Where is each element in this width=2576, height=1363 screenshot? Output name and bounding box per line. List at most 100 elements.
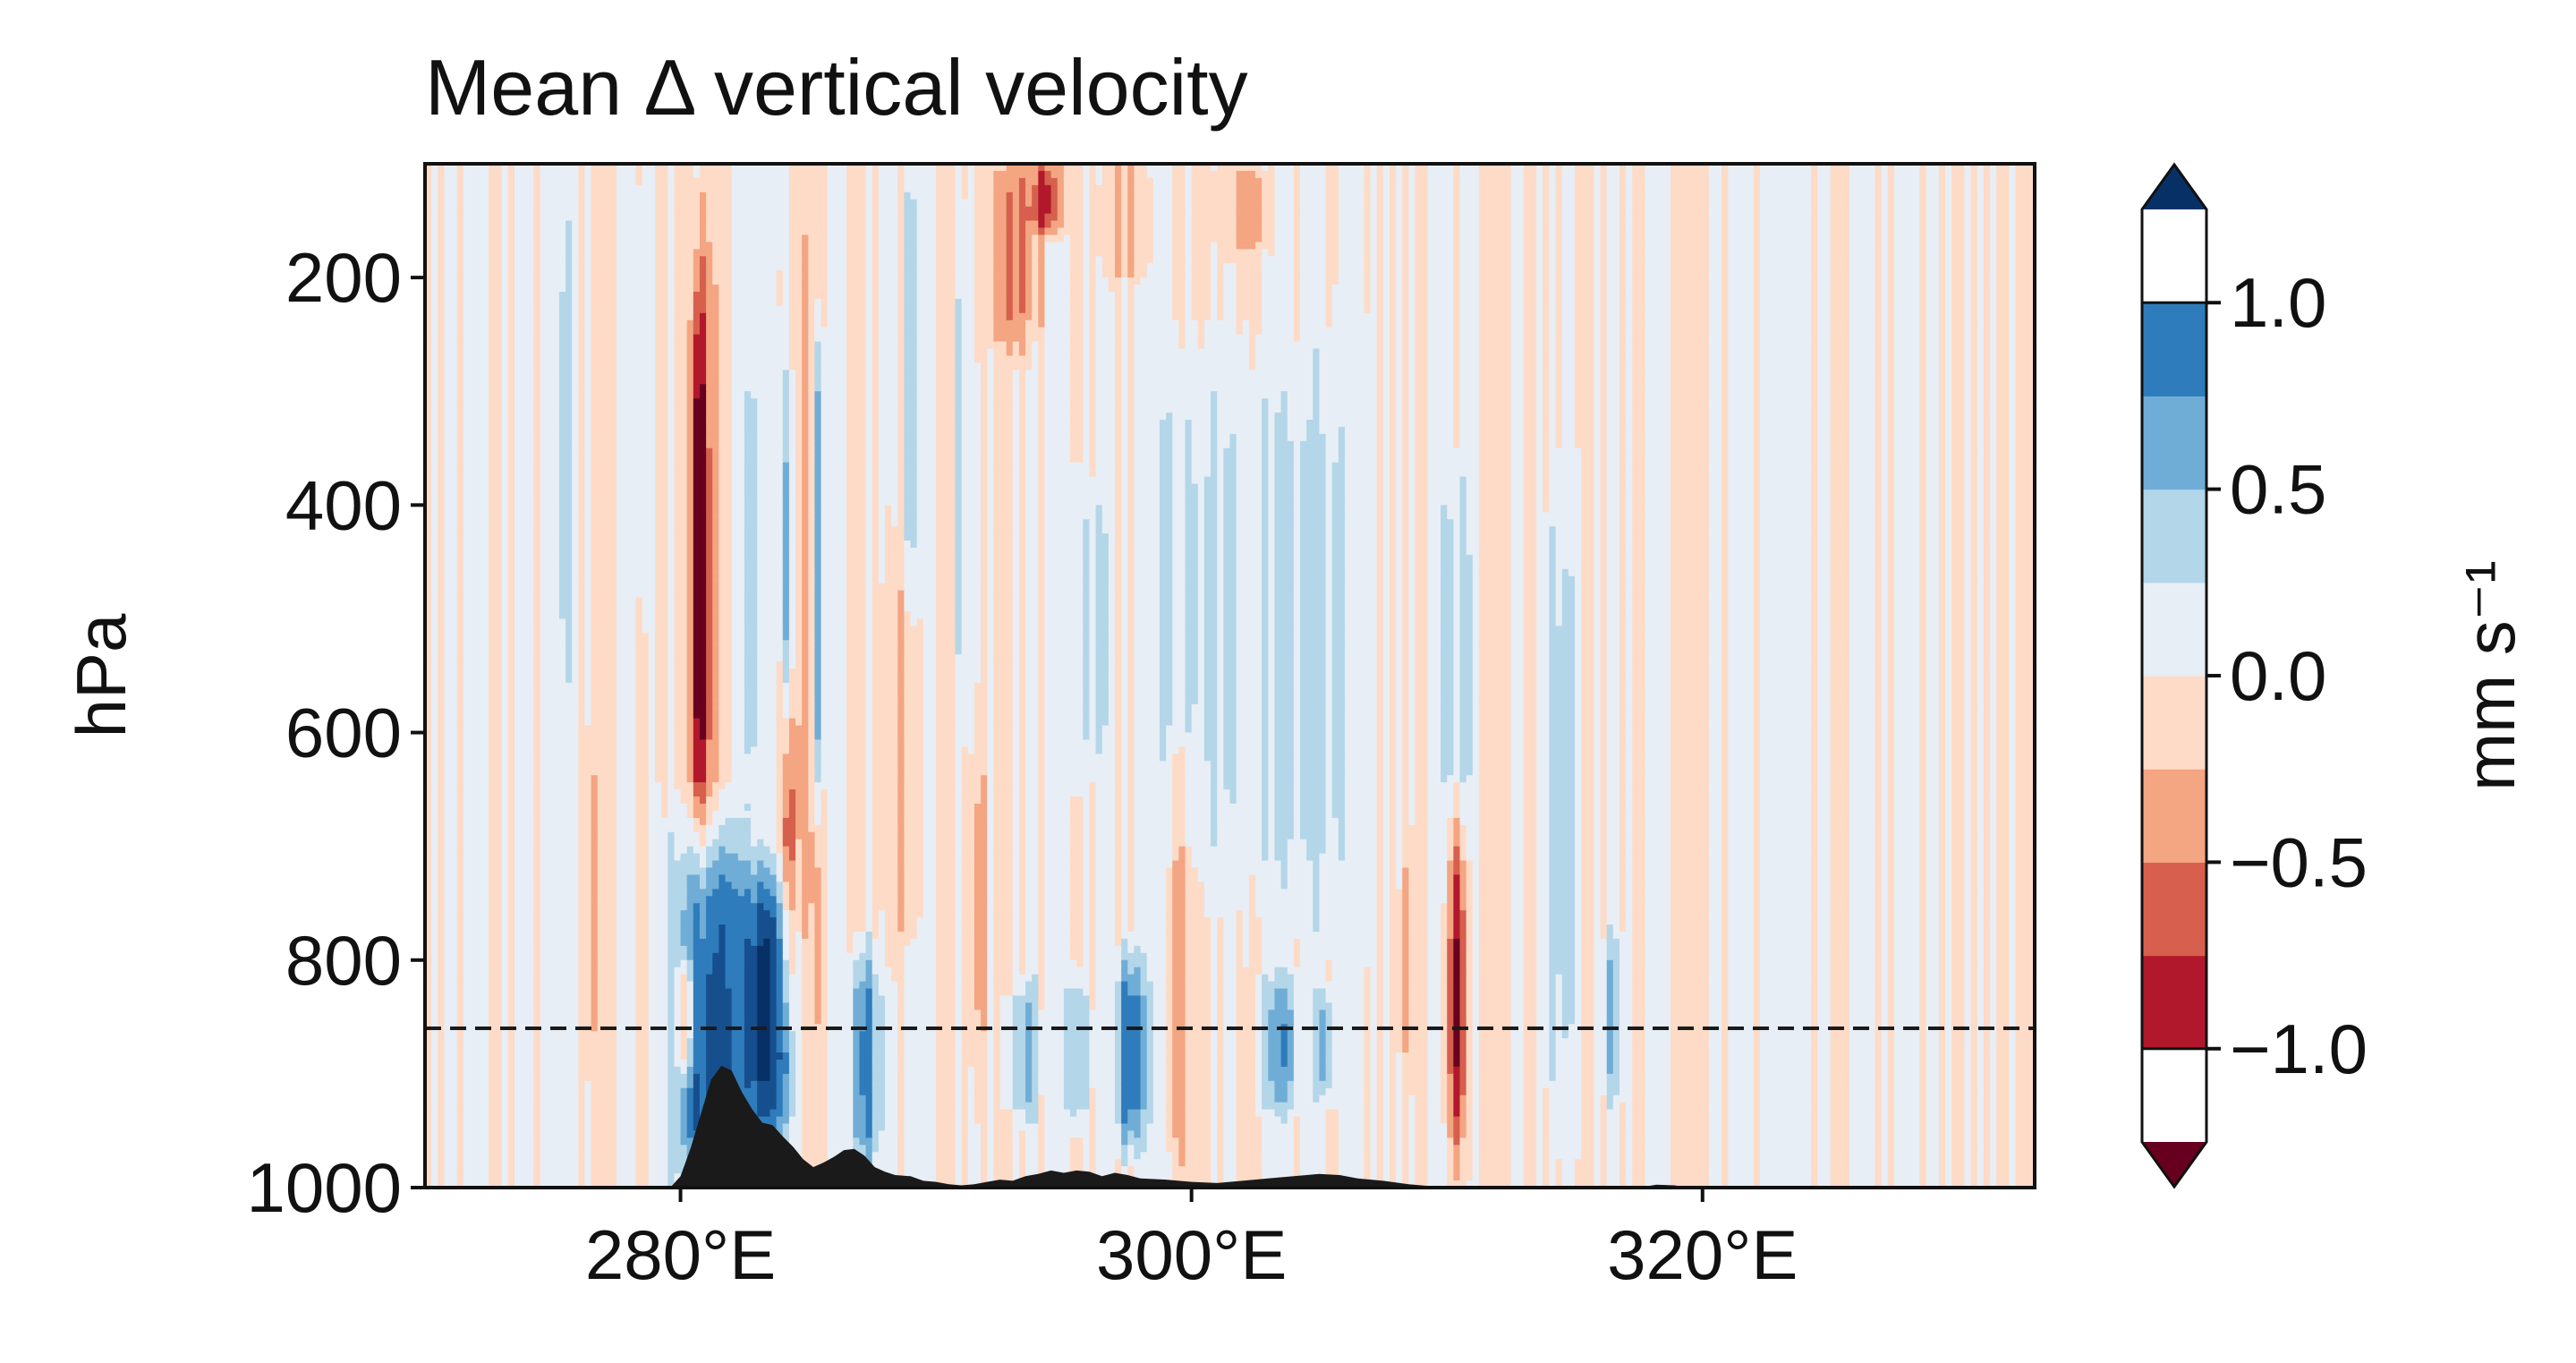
- heatmap-cell: [1594, 171, 1601, 179]
- heatmap-cell: [1288, 171, 1295, 179]
- heatmap-cell: [1575, 178, 1582, 186]
- heatmap-cell: [783, 178, 790, 186]
- heatmap-cell: [1907, 171, 1914, 179]
- heatmap-cell: [1741, 171, 1748, 179]
- heatmap-cell: [1754, 171, 1761, 179]
- heatmap-cell: [681, 192, 688, 200]
- heatmap-cell: [681, 171, 688, 179]
- heatmap-cell: [1051, 192, 1058, 200]
- heatmap-cell: [891, 178, 898, 186]
- heatmap-cell: [1434, 192, 1441, 200]
- heatmap-cell: [1888, 178, 1895, 186]
- heatmap-cell: [1760, 185, 1767, 193]
- heatmap-cell: [1868, 171, 1875, 179]
- heatmap-cell: [1817, 192, 1824, 200]
- heatmap-cell: [1428, 171, 1435, 179]
- heatmap-cell: [1709, 185, 1716, 193]
- heatmap-cell: [661, 178, 668, 186]
- heatmap-cell: [502, 171, 509, 179]
- heatmap-cell: [1779, 171, 1786, 179]
- heatmap-cell: [1390, 192, 1397, 200]
- heatmap-cell: [1837, 185, 1844, 193]
- heatmap-cell: [1115, 192, 1122, 200]
- heatmap-cell: [451, 192, 458, 200]
- heatmap-cell: [1198, 185, 1205, 193]
- heatmap-cell: [1064, 178, 1071, 186]
- heatmap-cell: [718, 185, 726, 193]
- heatmap-cell: [1856, 178, 1863, 186]
- heatmap-cell: [1951, 192, 1959, 200]
- heatmap-cell: [1601, 171, 1608, 179]
- heatmap-cell: [1383, 178, 1390, 186]
- heatmap-cell: [1792, 192, 1799, 200]
- heatmap-cell: [1268, 192, 1275, 200]
- heatmap-cell: [1237, 178, 1244, 186]
- heatmap-cell: [1178, 171, 1186, 179]
- heatmap-cell: [936, 185, 943, 193]
- heatmap-cell: [1127, 192, 1135, 200]
- heatmap-cell: [559, 178, 566, 186]
- heatmap-cell: [540, 171, 548, 179]
- heatmap-cell: [1147, 185, 1154, 193]
- heatmap-cell: [1741, 178, 1748, 186]
- heatmap-cell: [2016, 192, 2023, 200]
- heatmap-cell: [1728, 185, 1735, 193]
- heatmap-cell: [1364, 178, 1371, 186]
- heatmap-cell: [2009, 185, 2016, 193]
- heatmap-cell: [840, 171, 847, 179]
- heatmap-cell: [1613, 185, 1620, 193]
- heatmap-cell: [1977, 178, 1985, 186]
- heatmap-cell: [706, 185, 713, 193]
- heatmap-cell: [591, 178, 599, 186]
- heatmap-cell: [1255, 185, 1262, 193]
- heatmap-cell: [1211, 192, 1218, 200]
- heatmap-cell: [1294, 185, 1301, 193]
- heatmap-cell: [1217, 171, 1224, 179]
- heatmap-cell: [1051, 171, 1058, 179]
- heatmap-cell: [1396, 171, 1403, 179]
- heatmap-cell: [508, 178, 515, 186]
- heatmap-cell: [655, 192, 662, 200]
- heatmap-cell: [1473, 192, 1480, 200]
- heatmap-cell: [1747, 185, 1755, 193]
- heatmap-cell: [1824, 192, 1831, 200]
- heatmap-cell: [968, 171, 975, 179]
- heatmap-cell: [489, 171, 496, 179]
- heatmap-cell: [559, 171, 566, 179]
- heatmap-cell: [802, 178, 809, 186]
- heatmap-cell: [1498, 192, 1505, 200]
- heatmap-cell: [2022, 192, 2029, 200]
- heatmap-cell: [1766, 178, 1773, 186]
- heatmap-cell: [942, 185, 949, 193]
- heatmap-cell: [1798, 171, 1806, 179]
- heatmap-cell: [1357, 178, 1365, 186]
- heatmap-cell: [1536, 171, 1543, 179]
- heatmap-cell: [993, 178, 1000, 186]
- heatmap-cell: [1683, 192, 1690, 200]
- heatmap-cell: [1377, 171, 1384, 179]
- heatmap-cell: [1038, 192, 1045, 200]
- heatmap-cell: [923, 171, 931, 179]
- heatmap-cell: [2016, 178, 2023, 186]
- heatmap-cell: [489, 200, 496, 208]
- heatmap-cell: [1096, 171, 1103, 179]
- heatmap-cell: [1243, 171, 1250, 179]
- heatmap-cell: [1083, 192, 1090, 200]
- heatmap-cell: [1408, 192, 1416, 200]
- heatmap-cell: [917, 192, 924, 200]
- heatmap-cell: [1690, 185, 1697, 193]
- heatmap-cell: [1984, 192, 1991, 200]
- heatmap-cell: [904, 192, 911, 200]
- heatmap-cell: [1677, 185, 1684, 193]
- heatmap-cell: [1070, 185, 1077, 193]
- heatmap-cell: [1569, 185, 1576, 193]
- heatmap-cell: [1485, 185, 1492, 193]
- heatmap-cell: [482, 185, 489, 193]
- heatmap-cell: [859, 178, 866, 186]
- heatmap-cell: [1511, 192, 1518, 200]
- heatmap-cell: [956, 185, 963, 193]
- heatmap-cell: [438, 178, 445, 186]
- heatmap-cell: [1364, 185, 1371, 193]
- heatmap-cell: [1070, 192, 1077, 200]
- heatmap-cell: [1351, 171, 1358, 179]
